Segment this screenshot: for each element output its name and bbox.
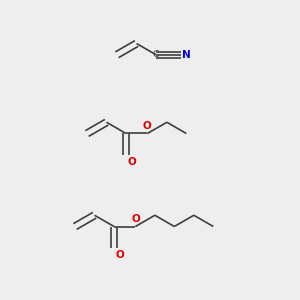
Text: O: O	[116, 250, 124, 260]
Text: N: N	[182, 50, 190, 60]
Text: O: O	[143, 121, 152, 131]
Text: O: O	[128, 157, 136, 167]
Text: O: O	[131, 214, 140, 224]
Text: C: C	[153, 50, 159, 59]
